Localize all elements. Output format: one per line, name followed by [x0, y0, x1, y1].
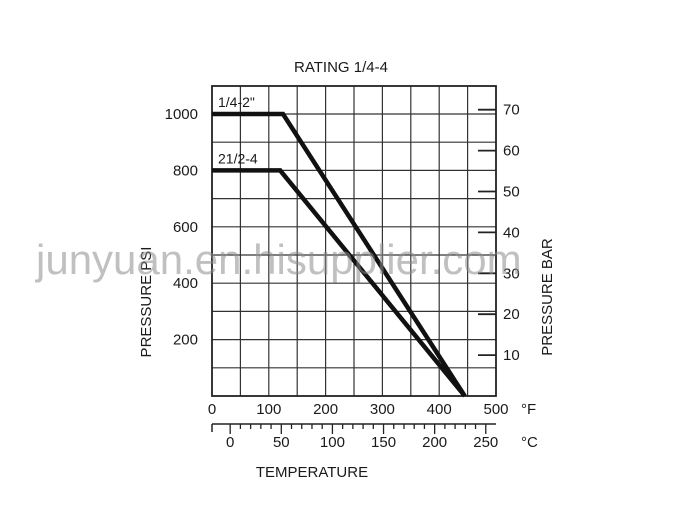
y-tick-label-bar: 30 [503, 265, 520, 282]
x-tick-label-f: 500 [483, 401, 508, 418]
x-tick-label-c: 100 [320, 434, 345, 451]
x-unit-c: °C [521, 434, 538, 451]
y-tick-label-bar: 40 [503, 224, 520, 241]
y-axis-right-bar: 10 20 30 40 50 60 70 [478, 102, 520, 364]
chart-title: RATING 1/4-4 [294, 59, 388, 76]
x-tick-label-c: 0 [226, 434, 234, 451]
y-tick-label-bar: 20 [503, 306, 520, 323]
x-axis-fahrenheit: 0 100 200 300 400 500 [208, 401, 509, 418]
series-labels: 1/4-2" 21/2-4 [218, 94, 258, 166]
y-tick-label-psi: 1000 [165, 106, 198, 123]
y-axis-left-label: PRESSURE PSI [138, 247, 155, 358]
y-tick-label-bar: 50 [503, 183, 520, 200]
y-tick-label-psi: 200 [173, 332, 198, 349]
y-tick-label-psi: 600 [173, 219, 198, 236]
y-axis-right-label: PRESSURE BAR [539, 238, 556, 356]
plot-border [211, 85, 497, 397]
x-tick-label-c: 150 [371, 434, 396, 451]
y-axis-left-psi: 200 400 600 800 1000 [165, 106, 198, 349]
series-label: 1/4-2" [218, 94, 255, 110]
x-tick-label-f: 400 [427, 401, 452, 418]
y-tick-label-bar: 70 [503, 102, 520, 119]
series-label: 21/2-4 [218, 150, 258, 166]
y-tick-label-psi: 800 [173, 162, 198, 179]
y-tick-label-bar: 60 [503, 143, 520, 160]
x-tick-label-c: 200 [422, 434, 447, 451]
x-tick-label-f: 300 [370, 401, 395, 418]
x-tick-label-f: 200 [313, 401, 338, 418]
x-tick-label-f: 100 [256, 401, 281, 418]
x-tick-label-c: 50 [273, 434, 290, 451]
x-axis-celsius: 0 50 100 150 200 250 [211, 423, 498, 451]
x-tick-label-c: 250 [473, 434, 498, 451]
plot-frame [211, 85, 497, 397]
series-lines [212, 111, 467, 398]
y-tick-label-bar: 10 [503, 347, 520, 364]
grid [212, 86, 496, 396]
x-tick-label-f: 0 [208, 401, 216, 418]
y-tick-label-psi: 400 [173, 275, 198, 292]
series-line [212, 111, 467, 398]
series-line [212, 168, 467, 398]
x-axis-label: TEMPERATURE [256, 464, 368, 481]
x-unit-f: °F [521, 401, 536, 418]
